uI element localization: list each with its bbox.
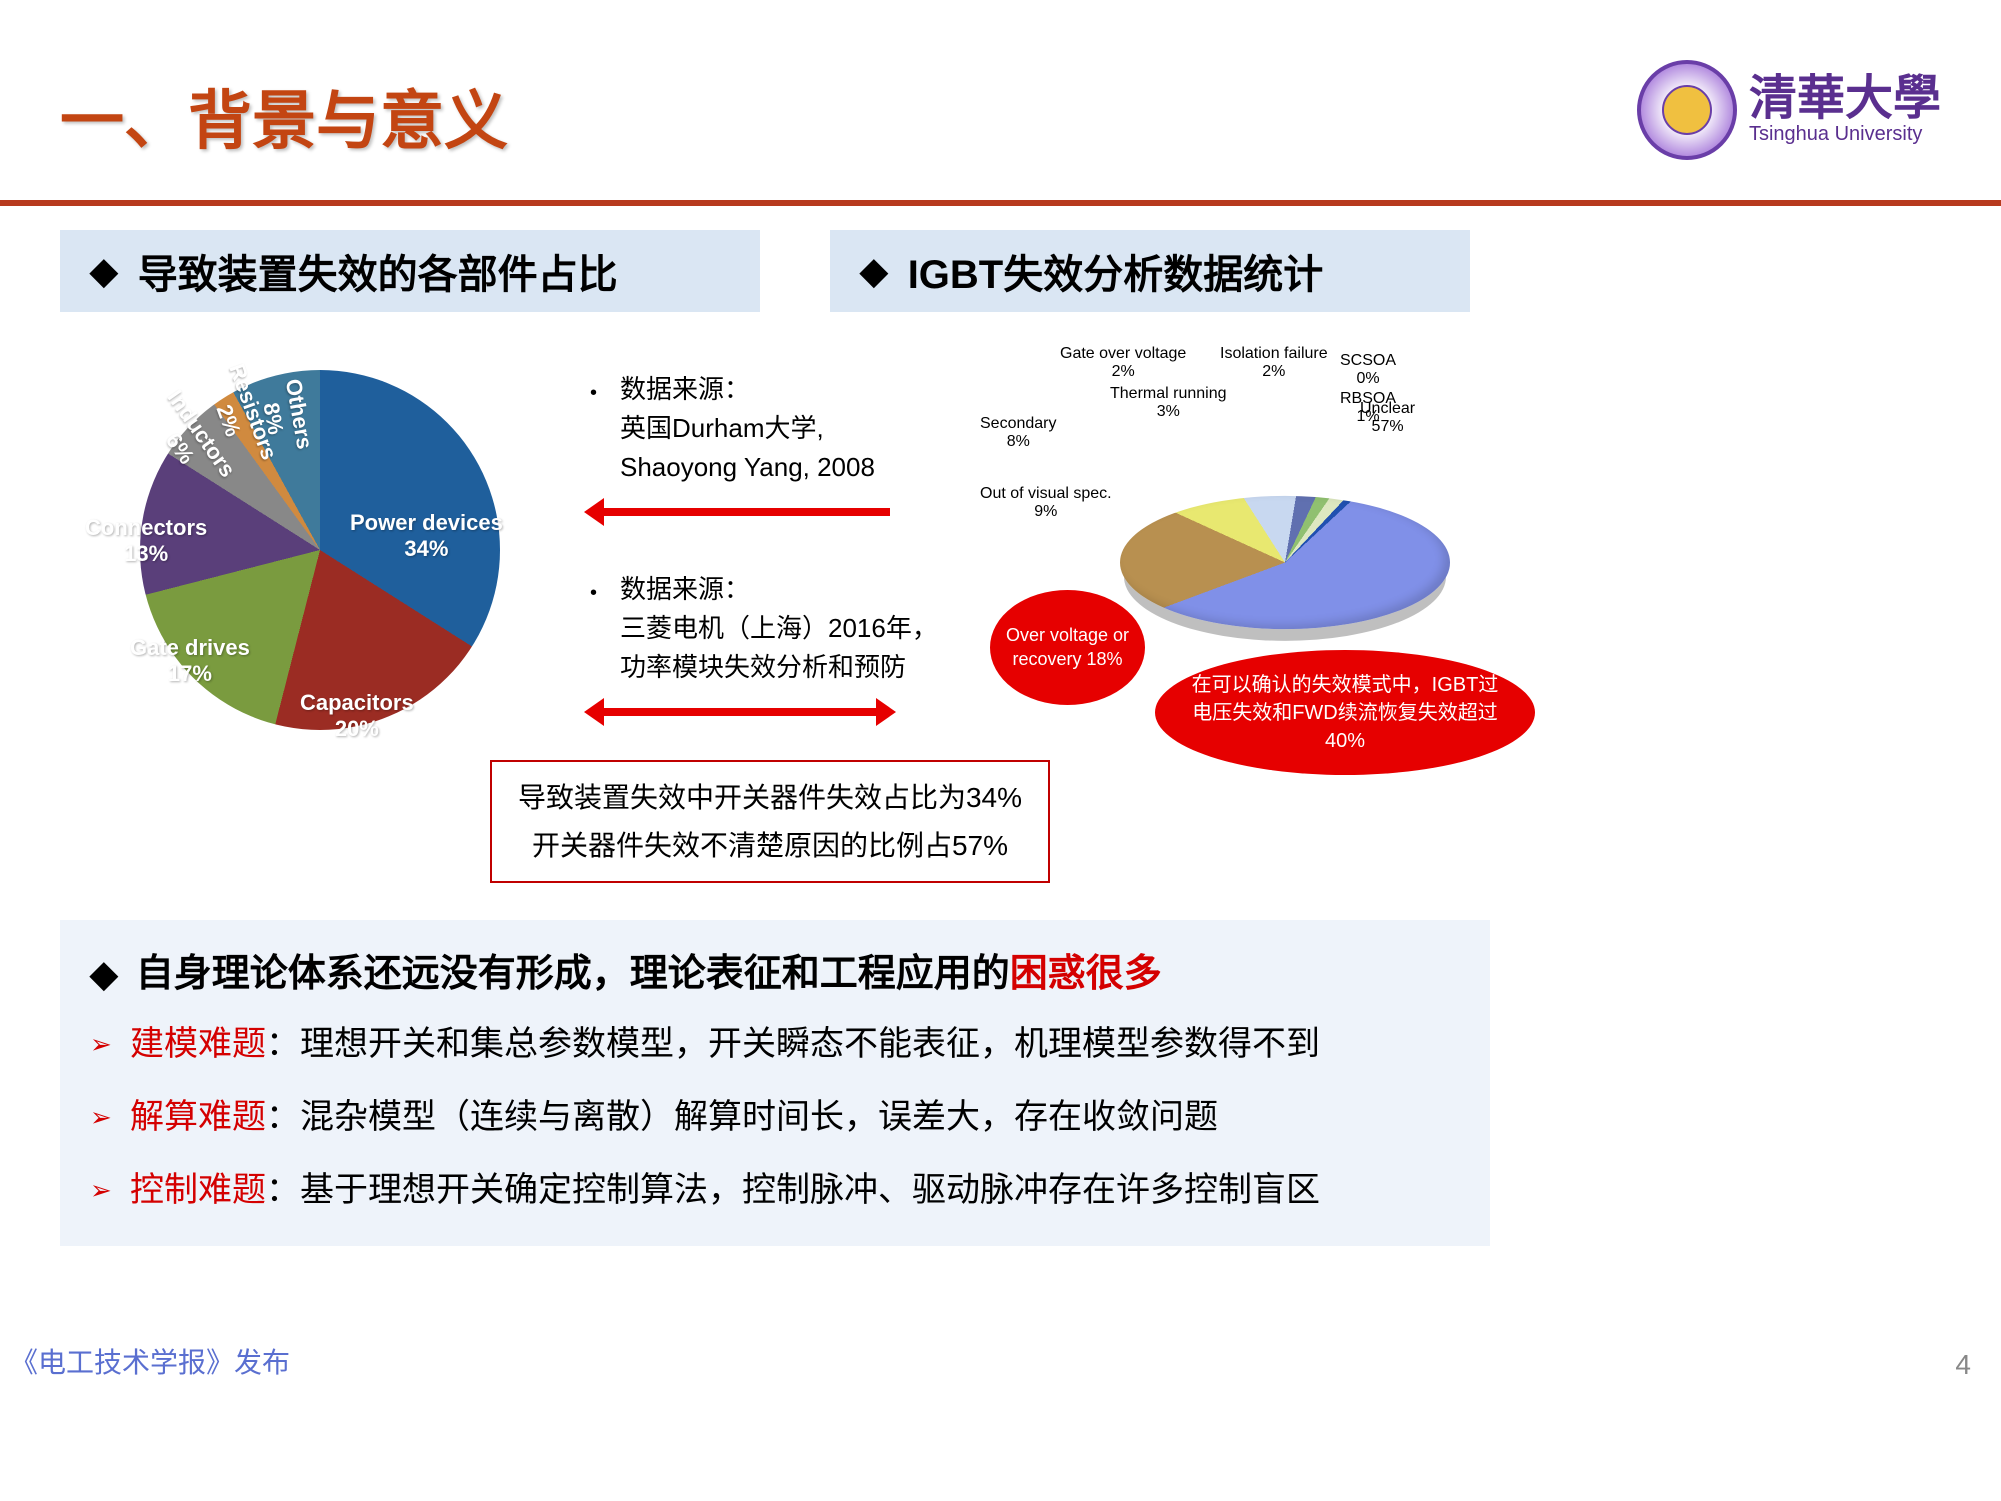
- bottom-item-key: 建模难题: [130, 1025, 266, 1063]
- bullet-icon: •: [590, 578, 597, 608]
- bottom-head-b: 困惑很多: [1010, 942, 1162, 997]
- bottom-head-a: 自身理论体系还远没有形成，理论表征和工程应用的: [136, 942, 1010, 997]
- page-number: 4: [1955, 1349, 1971, 1381]
- summary-callout-box: 导致装置失效中开关器件失效占比为34% 开关器件失效不清楚原因的比例占57%: [490, 760, 1050, 883]
- diamond-bullet-icon: ◆: [90, 953, 118, 995]
- callout-line1: 导致装置失效中开关器件失效占比为34%: [512, 774, 1028, 822]
- footer-source: 《电工技术学报》发布: [10, 1341, 290, 1381]
- data-source-2: • 数据来源： 三菱电机（上海）2016年， 功率模块失效分析和预防: [620, 570, 938, 687]
- university-logo: 清華大學 Tsinghua University: [1637, 60, 1941, 160]
- red-bubble-overvoltage: Over voltage or recovery 18%: [990, 590, 1145, 705]
- pie2-lbl-rbsoa: RBSOA1%: [1340, 390, 1396, 425]
- pie2-lbl-thermal: Thermal running3%: [1110, 385, 1227, 420]
- triangle-bullet-icon: ➢: [90, 1171, 112, 1210]
- bottom-item-text: ：混杂模型（连续与离散）解算时间长，误差大，存在收敛问题: [266, 1098, 1218, 1136]
- pie2-lbl-isolation: Isolation failure2%: [1220, 345, 1328, 380]
- logo-text-cn: 清華大學: [1749, 75, 1941, 123]
- pie-chart-components: Power devices34% Capacitors20% Gate drives…: [60, 330, 560, 780]
- subheader-left: ◆ 导致装置失效的各部件占比: [60, 230, 760, 312]
- callout-line2: 开关器件失效不清楚原因的比例占57%: [512, 822, 1028, 870]
- divider-line: [0, 200, 2001, 206]
- bottom-heading: ◆ 自身理论体系还远没有形成，理论表征和工程应用的 困惑很多: [90, 942, 1460, 997]
- subheader-right: ◆ IGBT失效分析数据统计: [830, 230, 1470, 312]
- triangle-bullet-icon: ➢: [90, 1098, 112, 1137]
- diamond-bullet-icon: ◆: [90, 250, 118, 292]
- pie2-disc: [1120, 496, 1450, 629]
- src1-head: 数据来源：: [620, 370, 875, 409]
- data-source-1: • 数据来源： 英国Durham大学, Shaoyong Yang, 2008: [620, 370, 875, 487]
- pie2-lbl-scsoa: SCSOA0%: [1340, 352, 1396, 387]
- bottom-item-key: 解算难题: [130, 1098, 266, 1136]
- src2-head: 数据来源：: [620, 570, 938, 609]
- pie2-lbl-visual: Out of visual spec.9%: [980, 485, 1112, 520]
- bottom-item: ➢ 控制难题：基于理想开关确定控制算法，控制脉冲、驱动脉冲存在许多控制盲区: [90, 1165, 1460, 1216]
- subheader-right-text: IGBT失效分析数据统计: [908, 242, 1324, 300]
- src2-line2: 功率模块失效分析和预防: [620, 648, 938, 687]
- logo-seal-icon: [1637, 60, 1737, 160]
- pie2-lbl-secondary: Secondary8%: [980, 415, 1057, 450]
- bottom-summary-box: ◆ 自身理论体系还远没有形成，理论表征和工程应用的 困惑很多 ➢ 建模难题：理想开…: [60, 920, 1490, 1246]
- red-arrow-left: [590, 508, 890, 516]
- logo-text-en: Tsinghua University: [1749, 123, 1941, 146]
- bottom-item-text: ：基于理想开关确定控制算法，控制脉冲、驱动脉冲存在许多控制盲区: [266, 1171, 1320, 1209]
- bottom-item-text: ：理想开关和集总参数模型，开关瞬态不能表征，机理模型参数得不到: [266, 1025, 1320, 1063]
- pie1-label: Power devices34%: [350, 510, 503, 563]
- src1-line1: 英国Durham大学,: [620, 409, 875, 448]
- pie1-label: Capacitors20%: [300, 690, 414, 743]
- bottom-item-key: 控制难题: [130, 1171, 266, 1209]
- src2-line1: 三菱电机（上海）2016年，: [620, 609, 938, 648]
- red-arrow-right: [590, 708, 890, 716]
- subheader-left-text: 导致装置失效的各部件占比: [138, 242, 618, 300]
- bottom-item: ➢ 建模难题：理想开关和集总参数模型，开关瞬态不能表征，机理模型参数得不到: [90, 1019, 1460, 1070]
- red-bubble-conclusion: 在可以确认的失效模式中，IGBT过电压失效和FWD续流恢复失效超过40%: [1155, 650, 1535, 775]
- diamond-bullet-icon: ◆: [860, 250, 888, 292]
- bullet-icon: •: [590, 378, 597, 408]
- bottom-item: ➢ 解算难题：混杂模型（连续与离散）解算时间长，误差大，存在收敛问题: [90, 1092, 1460, 1143]
- pie1-label: Gate drives17%: [130, 635, 250, 688]
- triangle-bullet-icon: ➢: [90, 1025, 112, 1064]
- pie1-label: Connectors13%: [85, 515, 207, 568]
- slide-title: 一、背景与意义: [60, 70, 508, 162]
- pie2-lbl-gate: Gate over voltage2%: [1060, 345, 1186, 380]
- src1-line2: Shaoyong Yang, 2008: [620, 448, 875, 487]
